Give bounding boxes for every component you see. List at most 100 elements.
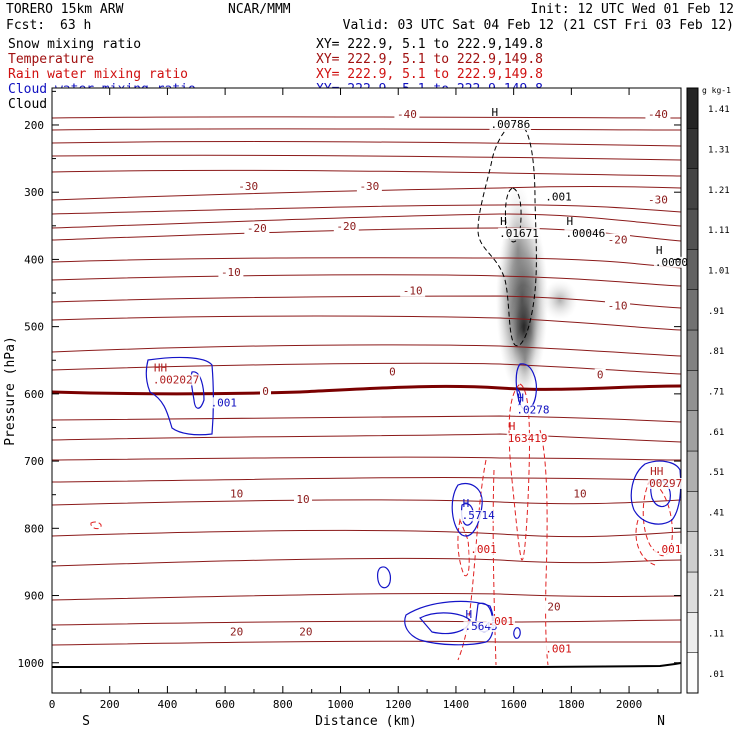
max-value-label: .002027	[153, 373, 199, 386]
colorbar-swatch	[686, 249, 699, 290]
temp-label-bg	[227, 487, 246, 500]
temperature-label: 0	[597, 369, 604, 382]
temperature-label: 10	[573, 488, 586, 501]
snow-contour	[504, 187, 522, 243]
isotherm	[52, 128, 681, 131]
isotherm	[52, 315, 681, 331]
max-marker: H	[566, 215, 573, 228]
colorbar-tick-label: .61	[708, 428, 724, 438]
colorbar-swatch	[686, 612, 699, 653]
colorbar-swatch	[686, 531, 699, 573]
isotherm	[52, 415, 681, 423]
colorbar-swatch	[686, 370, 699, 411]
temperature-label: -30	[648, 193, 668, 206]
temp-label-bg	[260, 384, 272, 397]
y-tick-label: 300	[24, 186, 44, 199]
temperature-label: 0	[262, 385, 269, 398]
legend-label: Temperature	[8, 52, 94, 67]
colorbar-swatch	[686, 571, 699, 613]
temp-label-bg	[333, 220, 359, 233]
x-tick-label: 2000	[616, 698, 643, 711]
legend-xy: XY= 222.9, 5.1 to 222.9,149.8	[316, 52, 543, 67]
max-value-label: .0278	[516, 404, 549, 417]
max-value-bg	[489, 118, 532, 130]
rain-contour	[635, 519, 656, 566]
max-value-label: .00003	[655, 256, 695, 269]
temp-label-bg	[356, 179, 382, 192]
max-value-label: .001	[211, 396, 238, 409]
temp-label-bg	[296, 625, 315, 638]
isotherm	[52, 169, 681, 177]
colorbar-tick-label: .01	[708, 670, 724, 680]
temperature-label: -10	[221, 266, 241, 279]
snow-contours	[477, 122, 537, 347]
rain-contour	[642, 479, 673, 557]
model-title: TORERO 15km ARW	[6, 2, 124, 17]
colorbar-tick-label: .41	[708, 509, 724, 519]
x-tick-label: 200	[100, 698, 120, 711]
temp-label-bg	[645, 107, 671, 120]
max-value-bg	[564, 227, 607, 239]
temp-label-bg	[394, 107, 420, 120]
x-axis-label: Distance (km)	[315, 714, 417, 729]
colorbar-tick-label: .51	[708, 468, 724, 478]
colorbar-frame	[686, 87, 699, 694]
y-tick-label: 400	[24, 253, 44, 266]
max-marker: H	[656, 244, 663, 257]
x-tick-label: 600	[215, 698, 235, 711]
isotherm	[52, 204, 681, 215]
legend-label: Snow mixing ratio	[8, 37, 141, 52]
max-value-label: .01671	[499, 227, 539, 240]
isotherm	[52, 619, 681, 626]
x-tick-label: 400	[157, 698, 177, 711]
cloud-contour	[145, 356, 215, 436]
init-time: Init: 12 UTC Wed 01 Feb 12	[531, 2, 735, 17]
x-tick-label: 0	[49, 698, 56, 711]
fcst-label: Fcst:	[6, 18, 45, 33]
temp-label-bg	[571, 487, 590, 500]
isotherm	[52, 141, 681, 147]
temperature-label: -20	[336, 220, 356, 233]
y-axis-label: Pressure (hPa)	[3, 336, 18, 446]
max-value-bg	[544, 191, 573, 203]
temperature-label: -10	[403, 285, 423, 298]
isotherm	[52, 257, 681, 269]
x-tick-label: 1600	[500, 698, 527, 711]
center-title: NCAR/MMM	[228, 2, 291, 17]
colorbar-tick-label: .71	[708, 388, 724, 398]
colorbar-swatch	[686, 329, 699, 371]
isotherm	[52, 640, 681, 646]
x-tick-label: 1000	[327, 698, 354, 711]
legend-label: Rain water mixing ratio	[8, 67, 188, 82]
temperature-labels: -40 -40 -30 -30 -30 -20 -20 -20 -10 -10 -10 0 0 0 10 10…	[218, 107, 671, 639]
temperature-label: 20	[230, 626, 243, 639]
max-value-bg	[506, 432, 549, 444]
max-value-bg	[515, 404, 551, 416]
rain-contour	[90, 521, 102, 530]
temp-label-bg	[594, 368, 606, 381]
fcst-value: 63 h	[60, 18, 91, 33]
y-tick-label: 800	[24, 522, 44, 535]
temperature-label: 10	[230, 488, 243, 501]
colorbar-swatch	[686, 491, 699, 532]
temperature-label: -30	[359, 180, 379, 193]
colorbar-swatch	[686, 87, 699, 129]
temperature-label: 0	[389, 365, 396, 378]
rain-contour	[457, 518, 470, 577]
y-tick-label: 1000	[18, 657, 45, 670]
isotherm	[52, 499, 681, 506]
x-tick-label: 1200	[385, 698, 412, 711]
isotherm	[52, 274, 681, 287]
temp-label-bg	[294, 493, 313, 506]
plot-area	[52, 88, 681, 693]
max-marker: H	[509, 420, 516, 433]
colorbar-tick-label: 1.01	[708, 267, 730, 277]
rain-contour	[492, 469, 497, 666]
colorbar: .01 .11 .21 .31 .41 .51 .61 .71 .81 .91 1.01 1.11 1.…	[686, 86, 731, 694]
isotherm	[52, 476, 681, 483]
direction-south: S	[82, 714, 90, 729]
colorbar-swatch	[686, 450, 699, 492]
direction-north: N	[657, 714, 665, 729]
cloud-contour	[404, 600, 495, 646]
